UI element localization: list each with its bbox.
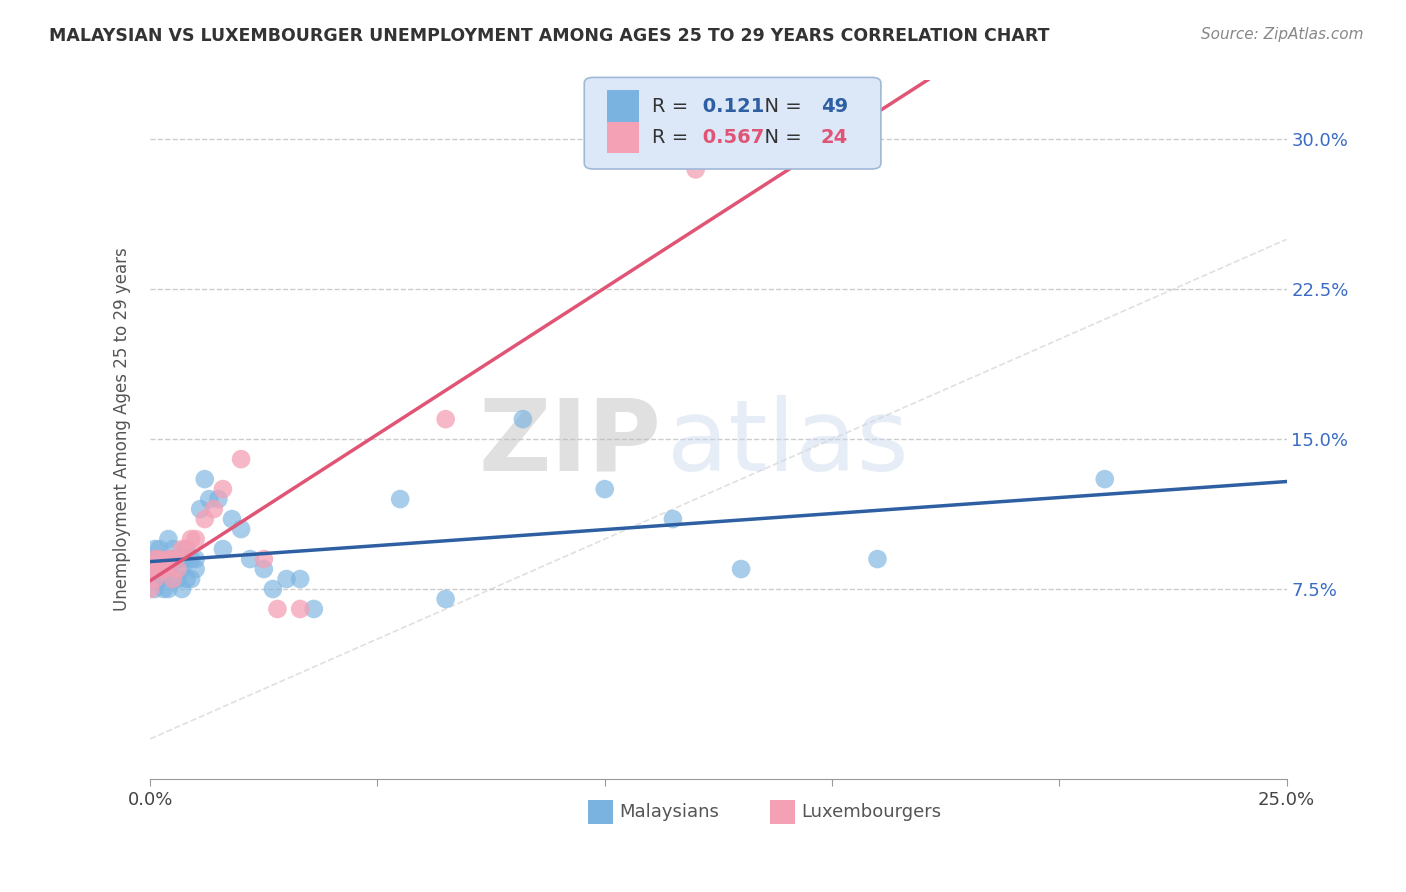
Point [139,562,162,576]
Point [143,582,166,596]
Point [866,552,889,566]
Text: 49: 49 [821,96,848,116]
Point [148,562,170,576]
Point [239,552,262,566]
FancyBboxPatch shape [607,90,638,122]
Point [434,592,457,607]
Point [153,562,176,576]
Text: Malaysians: Malaysians [620,803,720,821]
Point [176,542,198,557]
Point [229,452,252,467]
Point [153,562,176,576]
Point [148,562,170,576]
Point [148,542,170,557]
Point [288,602,311,616]
FancyBboxPatch shape [607,122,638,153]
Text: N =: N = [752,96,808,116]
Text: N =: N = [752,128,808,147]
Point [170,542,193,557]
Point [202,502,225,516]
Point [139,582,162,596]
Text: Source: ZipAtlas.com: Source: ZipAtlas.com [1201,27,1364,42]
Point [157,562,180,576]
Point [212,482,235,496]
Point [143,572,166,586]
Point [1094,472,1116,486]
Point [162,572,184,586]
Point [162,552,184,566]
Point [143,542,166,557]
Point [685,162,707,177]
Point [148,552,170,566]
Point [662,512,685,526]
Point [166,572,188,586]
Point [180,572,202,586]
Point [266,602,288,616]
Point [184,562,207,576]
Point [170,562,193,576]
Point [143,572,166,586]
Point [593,482,616,496]
Point [176,572,198,586]
Point [157,582,180,596]
Text: Luxembourgers: Luxembourgers [801,803,942,821]
FancyBboxPatch shape [588,800,613,824]
Point [162,572,184,586]
Point [166,562,188,576]
FancyBboxPatch shape [769,800,794,824]
Point [157,532,180,546]
Point [176,542,198,557]
Point [194,512,217,526]
Text: ZIP: ZIP [478,394,662,491]
Text: 0.121: 0.121 [696,96,763,116]
Point [253,552,276,566]
Point [153,582,176,596]
Point [212,542,235,557]
Text: atlas: atlas [668,394,908,491]
Text: MALAYSIAN VS LUXEMBOURGER UNEMPLOYMENT AMONG AGES 25 TO 29 YEARS CORRELATION CHA: MALAYSIAN VS LUXEMBOURGER UNEMPLOYMENT A… [49,27,1050,45]
Point [198,492,221,507]
Point [262,582,284,596]
Point [288,572,311,586]
Point [139,562,162,576]
Point [180,532,202,546]
Point [194,472,217,486]
Point [302,602,325,616]
Point [148,572,170,586]
Point [166,552,188,566]
Text: 24: 24 [821,128,848,147]
Point [153,552,176,566]
Point [229,522,252,536]
Point [184,552,207,566]
Point [139,552,162,566]
Y-axis label: Unemployment Among Ages 25 to 29 years: Unemployment Among Ages 25 to 29 years [114,247,131,611]
Text: 0.567: 0.567 [696,128,763,147]
Point [207,492,229,507]
Point [170,552,193,566]
Point [512,412,534,426]
Point [389,492,412,507]
Text: R =: R = [652,96,695,116]
Point [143,552,166,566]
Point [184,532,207,546]
Point [276,572,298,586]
Text: R =: R = [652,128,695,147]
FancyBboxPatch shape [585,78,882,169]
Point [180,552,202,566]
Point [434,412,457,426]
Point [162,542,184,557]
Point [170,582,193,596]
Point [253,562,276,576]
Point [730,562,752,576]
Point [157,552,180,566]
Point [188,502,211,516]
Point [221,512,243,526]
Point [162,552,184,566]
